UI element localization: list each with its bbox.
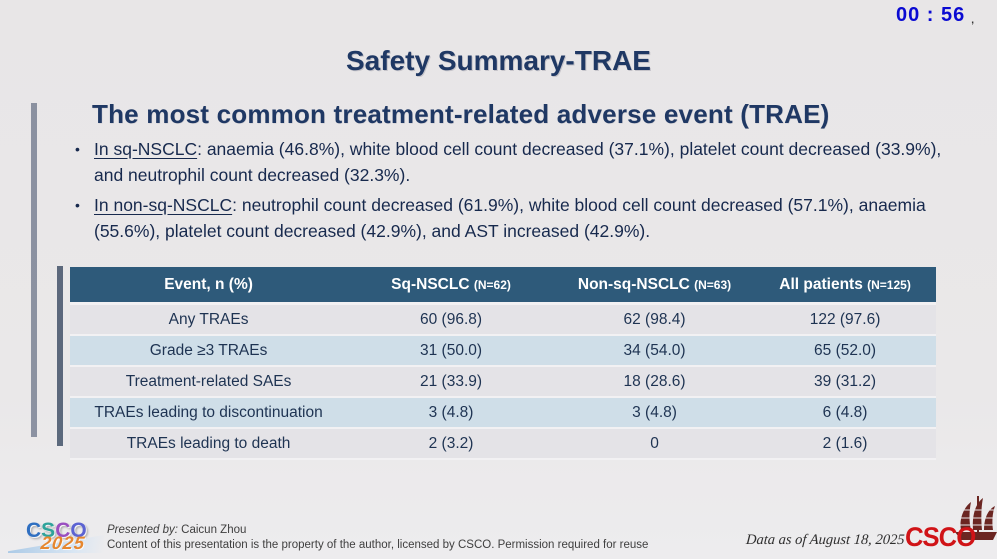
bullet-text-nonsq: : neutrophil count decreased (61.9%), wh… (94, 195, 926, 241)
junk-boat-icon (955, 496, 997, 540)
bullet-list: In sq-NSCLC: anaemia (46.8%), white bloo… (72, 136, 944, 248)
bullet-non-sq-nsclc: In non-sq-NSCLC: neutrophil count decrea… (72, 192, 944, 244)
cell-nonsq: 62 (98.4) (554, 303, 755, 336)
cell-all: 122 (97.6) (754, 303, 936, 336)
csco-2025-logo: CSCO 2025 (8, 519, 108, 557)
col-header-all-patients: All patients (N=125) (754, 267, 936, 305)
col-header-nonsq-n: (N=63) (694, 277, 732, 292)
attribution-block: Presented by: Caicun Zhou Content of thi… (107, 523, 667, 553)
section-heading: The most common treatment-related advers… (92, 99, 830, 129)
table-edge-artifact-line (57, 266, 63, 446)
cell-event: Treatment-related SAEs (70, 366, 348, 398)
table-row: Any TRAEs 60 (96.8) 62 (98.4) 122 (97.6) (70, 303, 936, 336)
cell-event: TRAEs leading to discontinuation (70, 397, 348, 429)
cell-event: Grade ≥3 TRAEs (70, 335, 348, 367)
table-header-row: Event, n (%) Sq-NSCLC (N=62) Non-sq-NSCL… (70, 267, 936, 305)
table-row: TRAEs leading to discontinuation 3 (4.8)… (70, 397, 936, 429)
cell-sq: 3 (4.8) (347, 397, 555, 429)
csco-red-logo: CSCO (904, 496, 997, 556)
table-row: Treatment-related SAEs 21 (33.9) 18 (28.… (70, 366, 936, 398)
countdown-timer: 00 : 56, (896, 4, 975, 27)
cell-nonsq: 0 (554, 428, 755, 460)
cell-sq: 31 (50.0) (347, 335, 555, 367)
csco-letters: CSCO (26, 519, 87, 542)
frame-artifact-line (31, 103, 37, 437)
cell-sq: 2 (3.2) (347, 428, 555, 460)
csco-red-wordmark: CSCO (904, 522, 977, 552)
cell-sq: 21 (33.9) (347, 366, 555, 398)
cell-all: 2 (1.6) (754, 428, 936, 460)
data-cutoff-note: Data as of August 18, 2025 (745, 532, 906, 548)
bullet-text-sq: : anaemia (46.8%), white blood cell coun… (94, 139, 942, 185)
slide-title: Safety Summary-TRAE (346, 45, 651, 76)
cell-nonsq: 34 (54.0) (554, 335, 755, 367)
license-line: Content of this presentation is the prop… (107, 539, 649, 551)
cell-event: TRAEs leading to death (70, 428, 348, 460)
trae-summary-table: Event, n (%) Sq-NSCLC (N=62) Non-sq-NSCL… (70, 267, 936, 460)
bullet-sq-nsclc: In sq-NSCLC: anaemia (46.8%), white bloo… (72, 136, 944, 188)
cell-event: Any TRAEs (70, 303, 348, 336)
cell-sq: 60 (96.8) (347, 303, 555, 336)
col-header-non-sq-nsclc: Non-sq-NSCLC (N=63) (554, 267, 755, 305)
countdown-timer-value: 00 : 56 (895, 4, 966, 26)
presenter-name: Caicun Zhou (181, 524, 247, 536)
presented-by-label: Presented by: (107, 524, 178, 536)
table-row: TRAEs leading to death 2 (3.2) 0 2 (1.6) (70, 428, 936, 460)
bullet-lead-sq: In sq-NSCLC (94, 139, 198, 159)
col-header-sq-nsclc: Sq-NSCLC (N=62) (347, 267, 555, 305)
table-row: Grade ≥3 TRAEs 31 (50.0) 34 (54.0) 65 (5… (70, 335, 936, 367)
cell-all: 6 (4.8) (754, 397, 936, 429)
cell-nonsq: 18 (28.6) (554, 366, 755, 398)
bullet-lead-nonsq: In non-sq-NSCLC (94, 195, 233, 215)
cell-nonsq: 3 (4.8) (554, 397, 755, 429)
cell-all: 65 (52.0) (754, 335, 936, 367)
col-header-all-n: (N=125) (867, 277, 911, 292)
presented-by-line: Presented by: Caicun Zhou (107, 523, 667, 538)
csco-year: 2025 (39, 533, 87, 553)
timer-suffix-mark: , (971, 15, 975, 26)
cell-all: 39 (31.2) (754, 366, 936, 398)
col-header-event: Event, n (%) (70, 267, 348, 305)
col-header-sq-n: (N=62) (473, 277, 511, 292)
